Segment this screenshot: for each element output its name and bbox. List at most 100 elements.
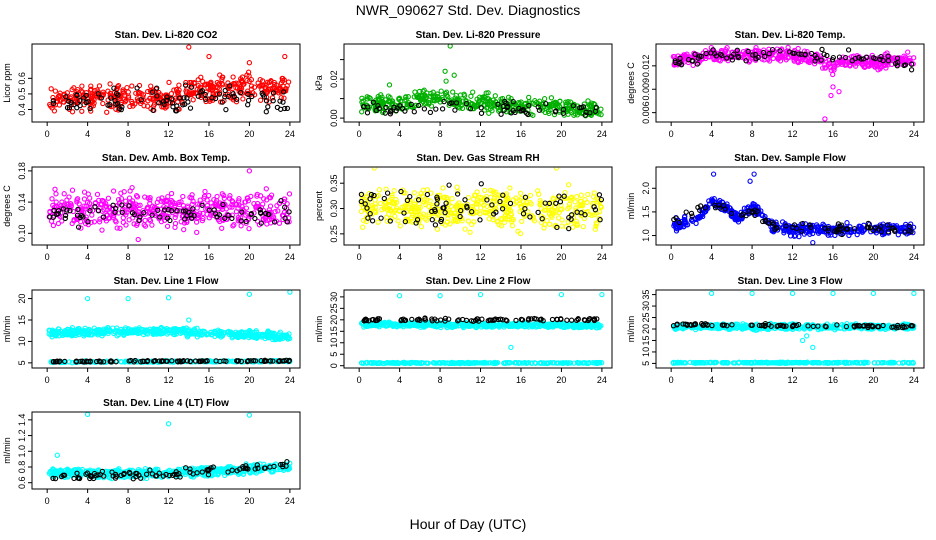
data-point (825, 61, 831, 67)
data-point (389, 194, 395, 200)
data-point (79, 108, 85, 114)
data-point (51, 207, 57, 214)
data-point (467, 106, 474, 112)
data-point (168, 190, 175, 197)
data-point (370, 99, 376, 105)
data-point (407, 322, 414, 329)
data-point (508, 110, 514, 116)
data-point (106, 215, 112, 222)
y-tick-label: 0.012 (641, 55, 651, 78)
data-point (870, 227, 876, 234)
data-point (386, 82, 393, 88)
data-point (722, 206, 728, 212)
data-point (168, 197, 175, 204)
data-point (594, 322, 600, 328)
data-point (222, 215, 228, 221)
data-point (541, 96, 548, 102)
data-point (278, 198, 284, 204)
data-point (432, 222, 439, 228)
data-point (126, 203, 132, 209)
data-point (791, 233, 798, 239)
data-point (175, 92, 181, 98)
data-point (52, 88, 59, 94)
data-point (135, 202, 141, 209)
data-point (418, 320, 424, 327)
data-point (407, 360, 413, 367)
data-point (213, 200, 220, 206)
data-point (522, 206, 528, 212)
data-point (548, 207, 555, 213)
data-point (47, 214, 53, 220)
data-point (505, 360, 511, 366)
data-point (263, 98, 270, 104)
data-point (440, 185, 446, 191)
plot-frame (31, 43, 301, 123)
data-point (50, 359, 56, 365)
data-point (160, 99, 167, 105)
data-point (567, 108, 574, 114)
y-tick-label: 1.0 (641, 229, 651, 242)
data-point (260, 92, 266, 98)
data-point (209, 84, 215, 91)
data-point (246, 168, 253, 174)
data-point (597, 217, 603, 223)
data-point (559, 206, 565, 212)
data-point (85, 219, 91, 225)
data-point (197, 201, 203, 208)
data-point (591, 204, 597, 210)
data-point (885, 58, 892, 64)
data-point (375, 103, 381, 109)
data-point (421, 87, 427, 93)
data-point (194, 229, 200, 236)
data-point (199, 88, 206, 94)
x-tick-label: 12 (164, 129, 174, 139)
x-tick-label: 20 (868, 129, 878, 139)
data-point (548, 95, 555, 101)
data-point (206, 53, 212, 60)
data-point (105, 102, 111, 108)
data-point (216, 91, 223, 97)
data-point (884, 222, 891, 228)
x-tick-label: 4 (709, 252, 714, 262)
data-point (477, 360, 483, 366)
y-axis-label: Licor ppm (2, 63, 12, 103)
data-point (166, 326, 172, 333)
data-point (222, 87, 228, 94)
data-point (270, 90, 277, 96)
data-point (181, 226, 187, 233)
data-point (239, 203, 245, 209)
data-point (908, 61, 915, 67)
data-point (497, 104, 504, 111)
data-point (738, 212, 745, 218)
data-point (126, 328, 132, 335)
data-point (358, 191, 365, 198)
data-point (279, 77, 286, 84)
data-point (153, 331, 159, 337)
data-point (279, 75, 285, 82)
data-point (484, 95, 491, 102)
data-point (359, 95, 365, 101)
data-point (770, 221, 777, 227)
data-point (743, 58, 749, 64)
data-point (795, 45, 801, 52)
data-point (147, 197, 153, 203)
x-tick-label: 4 (397, 252, 402, 262)
data-point (394, 105, 400, 111)
data-point (87, 208, 93, 214)
data-point (819, 46, 825, 53)
data-point (461, 91, 467, 97)
data-point (564, 100, 570, 106)
data-point (775, 56, 781, 62)
data-point (141, 358, 147, 365)
data-point (216, 212, 223, 218)
data-point (130, 201, 136, 207)
data-point (266, 87, 272, 93)
data-point (99, 227, 105, 233)
data-point (211, 358, 217, 365)
data-point (452, 107, 458, 113)
data-point (577, 324, 584, 330)
data-point (212, 333, 218, 340)
data-point (477, 291, 484, 298)
data-point (412, 89, 418, 95)
data-point (198, 74, 204, 80)
